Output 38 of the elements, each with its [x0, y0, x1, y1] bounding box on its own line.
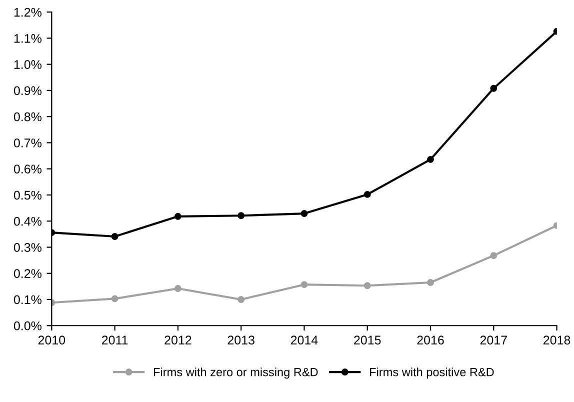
- x-tick-label: 2010: [38, 336, 66, 345]
- y-tick-label: 0.4%: [14, 216, 42, 226]
- point: [490, 84, 498, 92]
- x-tick-label: 2013: [228, 336, 254, 345]
- point: [364, 190, 371, 198]
- point: [111, 233, 118, 240]
- y-tick-label: 0.2%: [14, 269, 42, 278]
- point: [427, 279, 434, 286]
- y-tick-label: 0.0%: [14, 321, 42, 330]
- y-tick-label: 0.6%: [14, 164, 42, 174]
- point: [300, 281, 308, 288]
- x-tick-label: 2012: [164, 336, 192, 345]
- y-tick-label: 1.2%: [14, 8, 42, 17]
- y-tick-label: 0.3%: [14, 243, 42, 252]
- legend-label: Firms with positive R&D: [370, 368, 494, 379]
- x-tick-label: 2015: [354, 336, 381, 345]
- point: [490, 252, 498, 260]
- point: [238, 212, 245, 220]
- x-tick-label: 2011: [102, 336, 128, 345]
- point: [364, 282, 371, 290]
- y-tick-label: 0.1%: [14, 295, 42, 304]
- x-tick-label: 2014: [290, 336, 318, 345]
- point: [174, 212, 182, 220]
- point: [300, 210, 308, 217]
- legend-label: Firms with zero or missing R&D: [154, 368, 318, 379]
- x-tick-label: 2016: [417, 336, 444, 345]
- y-tick-label: 0.8%: [14, 112, 42, 122]
- x-tick-label: 2018: [544, 336, 570, 345]
- y-tick-label: 0.5%: [14, 190, 42, 200]
- y-tick-label: 1.0%: [14, 60, 42, 69]
- point: [174, 285, 182, 292]
- y-tick-label: 1.1%: [14, 34, 42, 43]
- point: [111, 295, 118, 302]
- y-tick-label: 0.7%: [14, 138, 42, 148]
- point: [427, 156, 434, 163]
- y-tick-label: 0.9%: [14, 86, 42, 96]
- x-tick-label: 2017: [480, 336, 507, 345]
- point: [238, 296, 245, 303]
